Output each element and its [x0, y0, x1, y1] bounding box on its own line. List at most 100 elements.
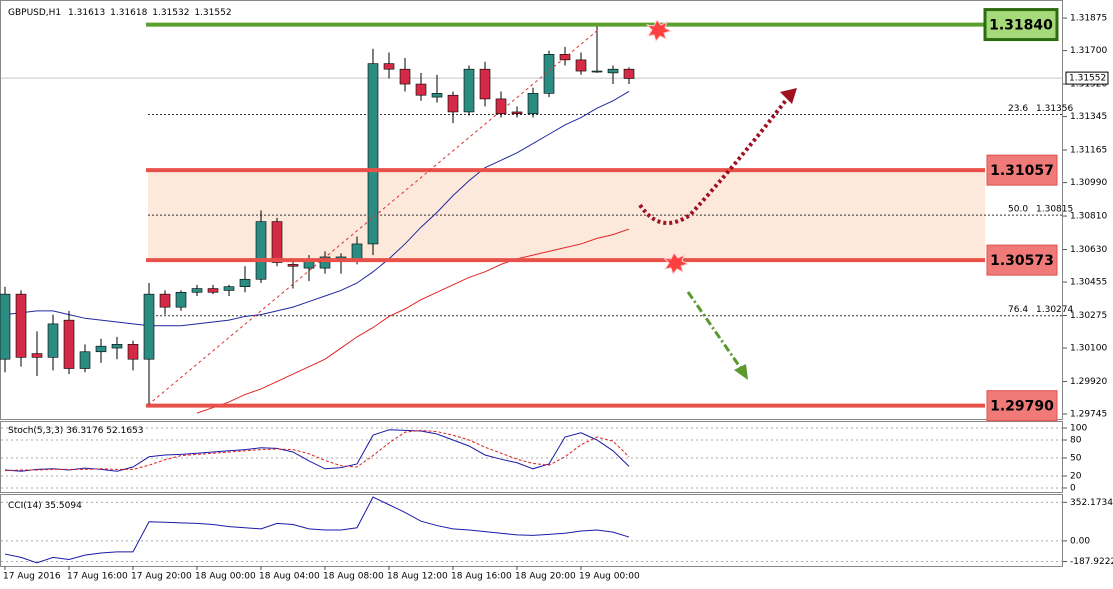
x-tick-label: 18 Aug 08:00 — [323, 572, 384, 582]
candle-body — [0, 293, 11, 360]
burst — [645, 19, 673, 43]
fib-ratio: 76.4 — [1008, 305, 1028, 315]
x-tick-label: 17 Aug 20:00 — [131, 572, 192, 582]
candle-body — [495, 98, 507, 115]
y-tick-label: 1.31165 — [1070, 146, 1107, 156]
stoch-panel — [0, 421, 1063, 493]
trend-line — [147, 29, 599, 406]
fib-ratio: 23.6 — [1008, 104, 1028, 114]
x-tick-label: 18 Aug 04:00 — [259, 572, 320, 582]
cci-header: CCI(14) 35.5094 — [8, 501, 82, 511]
y-tick-label: 1.29745 — [1070, 410, 1107, 420]
x-tick-label: 18 Aug 12:00 — [387, 572, 448, 582]
candle-body — [415, 83, 427, 96]
x-tick-label: 17 Aug 2016 — [3, 572, 61, 582]
candle-body — [431, 93, 443, 98]
level-box — [986, 244, 1058, 276]
candle-body — [287, 264, 299, 267]
y-tick-label: 100 — [1070, 423, 1087, 433]
y-tick-label: 1.30630 — [1070, 245, 1107, 255]
fib-value: 1.30274 — [1036, 305, 1073, 315]
cci-title: CCI(14) — [8, 501, 42, 511]
price-box — [1065, 71, 1109, 85]
down-arrow-head — [734, 364, 748, 380]
level-box — [986, 154, 1058, 186]
stoch-signal: 52.1653 — [106, 426, 143, 436]
y-tick-label: 50 — [1070, 453, 1082, 463]
candle-body — [559, 54, 571, 61]
candle-body — [79, 351, 91, 369]
candle-body — [575, 59, 587, 72]
candle-body — [143, 293, 155, 360]
x-tick-label: 17 Aug 16:00 — [67, 572, 128, 582]
x-tick-label: 18 Aug 20:00 — [515, 572, 576, 582]
indicator-line — [4, 429, 630, 472]
y-tick-label: 20 — [1070, 471, 1082, 481]
quote-high: 1.31618 — [110, 8, 147, 18]
stoch-main: 36.3176 — [66, 426, 103, 436]
x-tick-label: 18 Aug 16:00 — [451, 572, 512, 582]
candle-body — [159, 293, 171, 308]
candle-body — [367, 63, 379, 245]
cci-value: 35.5094 — [45, 501, 82, 511]
y-tick-label: 80 — [1070, 435, 1082, 445]
fib-ratio: 50.0 — [1008, 205, 1028, 215]
candle-body — [623, 68, 635, 79]
candle-body — [271, 221, 283, 263]
stoch-title: Stoch(5,3,3) — [8, 426, 63, 436]
candle-body — [511, 111, 523, 115]
y-tick-label: 1.31700 — [1070, 46, 1107, 56]
fib-value: 1.30815 — [1036, 205, 1073, 215]
candle-body — [191, 288, 203, 293]
level-label: 1.29790 — [990, 399, 1054, 415]
burst — [662, 252, 690, 276]
candle-body — [543, 54, 555, 94]
x-tick-label: 19 Aug 00:00 — [579, 572, 640, 582]
level-box — [986, 390, 1058, 422]
quote-close: 1.31552 — [194, 8, 231, 18]
y-tick-label: 0.00 — [1070, 536, 1090, 546]
candle-body — [223, 286, 235, 291]
main-panel — [0, 0, 1063, 420]
candle-body — [127, 344, 139, 360]
y-tick-label: 0 — [1070, 483, 1076, 493]
candle-body — [47, 323, 59, 358]
candle-body — [95, 345, 107, 353]
y-tick-label: 1.29920 — [1070, 377, 1107, 387]
candle-body — [463, 68, 475, 113]
indicator-line — [4, 496, 630, 564]
candle-body — [63, 319, 75, 369]
fib-value: 1.31356 — [1036, 104, 1073, 114]
y-tick-label: 1.30275 — [1070, 311, 1107, 321]
candle-body — [383, 63, 395, 70]
level-label: 1.30573 — [990, 253, 1054, 269]
y-tick-label: 1.30810 — [1070, 212, 1107, 222]
candle-body — [479, 68, 491, 100]
plot-layer: 1.318751.317001.315201.313451.311651.309… — [0, 8, 1113, 582]
cci-panel — [0, 494, 1063, 567]
indicator-line — [196, 228, 630, 414]
indicator-line — [4, 429, 630, 472]
level-box — [983, 8, 1059, 42]
candle-body — [447, 94, 459, 113]
candle-body — [351, 243, 363, 260]
y-tick-label: -187.9222 — [1070, 557, 1113, 567]
stoch-header: Stoch(5,3,3) 36.3176 52.1653 — [8, 426, 144, 436]
candle-body — [527, 93, 539, 115]
candle-body — [31, 353, 43, 358]
candle-body — [399, 68, 411, 85]
y-tick-label: 352.1734 — [1070, 498, 1113, 508]
candle-body — [175, 291, 187, 308]
indicator-line — [4, 91, 630, 327]
level-label: 1.31840 — [989, 18, 1053, 34]
price-label: 1.31552 — [1069, 74, 1106, 84]
level-label: 1.31057 — [990, 163, 1054, 179]
y-tick-label: 1.30100 — [1070, 344, 1107, 354]
y-tick-label: 1.30990 — [1070, 178, 1107, 188]
symbol: GBPUSD,H1 — [8, 8, 61, 18]
candle-body — [255, 221, 267, 280]
quote-open: 1.31613 — [68, 8, 105, 18]
candle-body — [207, 288, 219, 293]
